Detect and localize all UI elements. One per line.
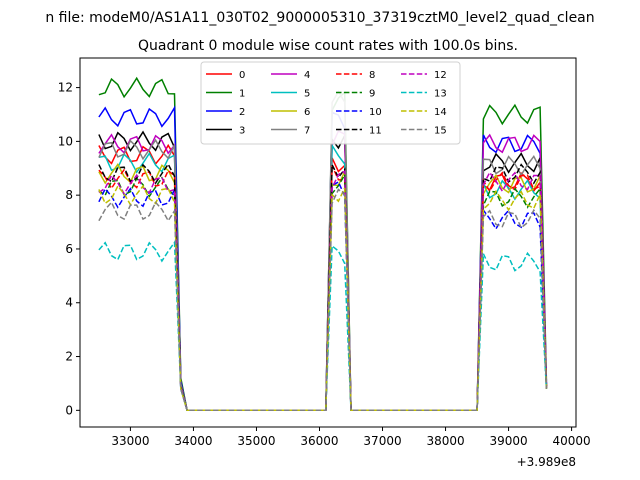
legend-label-1: 1 (239, 89, 245, 100)
legend-label-12: 12 (434, 70, 447, 81)
y-tick-label: 6 (65, 242, 73, 256)
legend-label-4: 4 (304, 70, 310, 81)
axes: 33000 34000 35000 36000 37000 38000 39000 40000… (58, 81, 591, 448)
x-tick-label: 33000 (111, 434, 149, 448)
legend-label-10: 10 (369, 107, 382, 118)
figure-suptitle: n file: modeM0/AS1A11_030T02_9000005310_… (45, 10, 594, 26)
y-tick-label: 2 (65, 350, 73, 364)
legend-label-8: 8 (369, 70, 375, 81)
legend-label-11: 11 (369, 126, 382, 137)
y-tick-label: 8 (65, 188, 73, 202)
legend-label-15: 15 (434, 126, 447, 137)
x-axis-offset-label: +3.989e8 (517, 455, 576, 469)
y-tick-label: 12 (58, 81, 73, 95)
plot-area-frame (79, 57, 577, 428)
legend-label-13: 13 (434, 89, 447, 100)
x-tick-label: 36000 (300, 434, 338, 448)
x-tick-label: 39000 (489, 434, 527, 448)
x-tick-label: 34000 (174, 434, 212, 448)
series-line-14 (98, 184, 548, 412)
y-tick-label: 0 (65, 403, 73, 417)
legend-label-9: 9 (369, 89, 375, 100)
legend-label-2: 2 (239, 107, 245, 118)
legend-label-6: 6 (304, 107, 310, 118)
legend-label-14: 14 (434, 107, 447, 118)
y-tick-label: 10 (58, 134, 73, 148)
x-tick-label: 35000 (237, 434, 275, 448)
legend-label-0: 0 (239, 70, 245, 81)
series-line-15 (98, 188, 548, 412)
series-lines (98, 76, 548, 412)
legend-label-7: 7 (304, 126, 310, 137)
y-tick-label: 4 (65, 296, 73, 310)
x-tick-label: 37000 (363, 434, 401, 448)
legend-label-5: 5 (304, 89, 310, 100)
x-tick-label: 38000 (426, 434, 464, 448)
legend-label-3: 3 (239, 126, 245, 137)
series-line-7 (98, 90, 548, 412)
legend-box (200, 61, 461, 145)
x-tick-label: 40000 (552, 434, 590, 448)
chart-title: Quadrant 0 module wise count rates with … (138, 38, 518, 54)
